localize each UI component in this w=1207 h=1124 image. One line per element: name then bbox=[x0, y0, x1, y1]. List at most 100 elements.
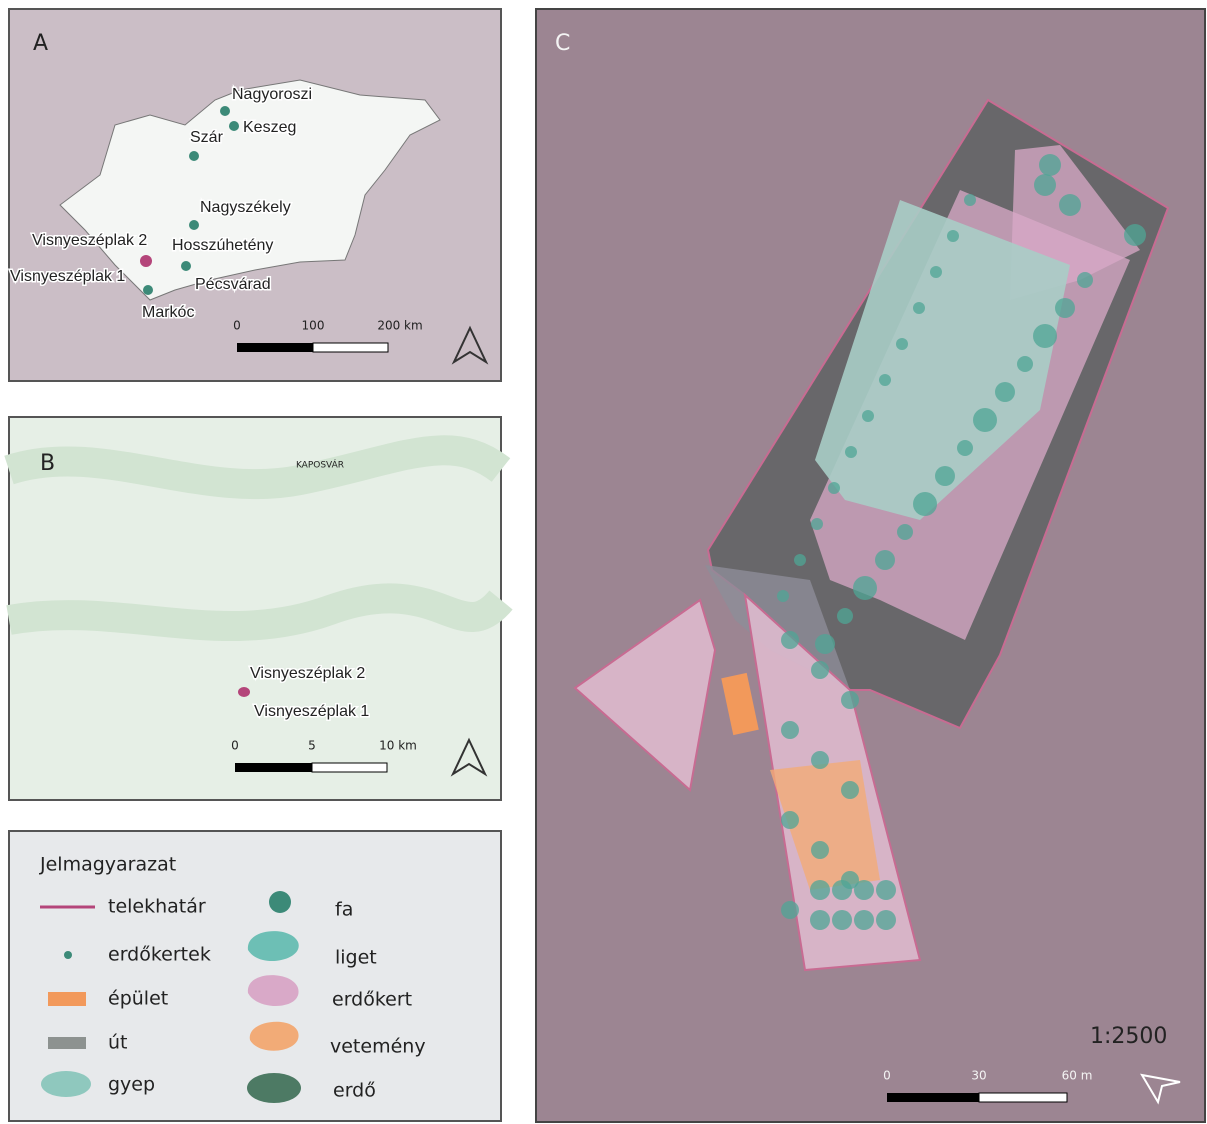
tree bbox=[1034, 174, 1056, 196]
tree bbox=[810, 910, 830, 930]
scale-bar bbox=[978, 1092, 1068, 1103]
legend-label: telekhatár bbox=[108, 896, 206, 918]
legend-label: erdő bbox=[333, 1080, 376, 1102]
legend-swatch bbox=[269, 891, 291, 913]
tree bbox=[862, 410, 874, 422]
tree bbox=[781, 721, 799, 739]
tree bbox=[913, 302, 925, 314]
trees bbox=[777, 154, 1146, 930]
place-label: Szár bbox=[190, 129, 224, 146]
country-outline bbox=[59, 79, 441, 301]
site-dot bbox=[189, 151, 199, 161]
tree bbox=[810, 880, 830, 900]
tree bbox=[832, 910, 852, 930]
scale-label: 5 bbox=[308, 739, 316, 753]
basemap-terrain bbox=[4, 435, 513, 642]
tree bbox=[781, 901, 799, 919]
tree bbox=[1055, 298, 1075, 318]
tree bbox=[815, 634, 835, 654]
site-dot bbox=[181, 261, 191, 271]
tree bbox=[995, 382, 1015, 402]
legend-swatch bbox=[249, 1021, 299, 1051]
legend-frame bbox=[8, 830, 502, 1122]
north-arrow bbox=[450, 737, 488, 777]
legend-label: erdőkert bbox=[332, 989, 412, 1011]
scale-label: 60 m bbox=[1062, 1069, 1093, 1083]
site-dot bbox=[220, 106, 230, 116]
place-label: Nagyszékely bbox=[200, 199, 291, 216]
tree bbox=[1059, 194, 1081, 216]
place-label: Nagyoroszi bbox=[232, 86, 312, 103]
tree bbox=[845, 446, 857, 458]
scale-label: 0 bbox=[233, 319, 241, 333]
scale-bar bbox=[887, 1093, 979, 1102]
tree bbox=[913, 492, 937, 516]
panel-label: A bbox=[33, 31, 48, 56]
legend-label: liget bbox=[335, 947, 377, 969]
tree bbox=[811, 751, 829, 769]
meadow bbox=[815, 200, 1070, 520]
tree bbox=[841, 781, 859, 799]
legend-swatch bbox=[247, 975, 299, 1006]
tree bbox=[794, 554, 806, 566]
tree bbox=[828, 482, 840, 494]
tree bbox=[854, 910, 874, 930]
tree bbox=[947, 230, 959, 242]
legend-swatch bbox=[64, 951, 72, 959]
legend-label: vetemény bbox=[330, 1036, 426, 1058]
legend-swatch bbox=[48, 992, 86, 1006]
site-dot bbox=[238, 687, 250, 697]
legend-label: gyep bbox=[108, 1074, 155, 1096]
tree bbox=[957, 440, 973, 456]
site-dot bbox=[189, 220, 199, 230]
legend-swatch bbox=[41, 1071, 91, 1097]
site-dot bbox=[140, 255, 152, 267]
tree bbox=[876, 910, 896, 930]
tree bbox=[811, 661, 829, 679]
legend-label: út bbox=[108, 1032, 128, 1054]
tree bbox=[811, 841, 829, 859]
tree bbox=[879, 374, 891, 386]
tree bbox=[897, 524, 913, 540]
tree bbox=[1017, 356, 1033, 372]
scale-bar bbox=[311, 762, 388, 773]
scale-bar bbox=[312, 342, 389, 353]
tree bbox=[875, 550, 895, 570]
tree bbox=[964, 194, 976, 206]
north-arrow bbox=[451, 325, 489, 365]
place-label: Visnyeszéplak 2 bbox=[32, 232, 147, 249]
scale-bar bbox=[237, 343, 313, 352]
scale-label: 200 km bbox=[377, 319, 422, 333]
scale-label: 30 bbox=[971, 1069, 986, 1083]
scale-label: 0 bbox=[883, 1069, 891, 1083]
tree bbox=[781, 811, 799, 829]
site-dot bbox=[229, 121, 239, 131]
legend-label: erdőkertek bbox=[108, 944, 211, 966]
parcel bbox=[573, 598, 717, 792]
tree bbox=[1033, 324, 1057, 348]
scale-bar bbox=[235, 763, 312, 772]
legend-swatch bbox=[48, 1037, 86, 1049]
tree bbox=[935, 466, 955, 486]
place-label: Keszeg bbox=[243, 119, 296, 136]
scale-label: 100 bbox=[302, 319, 325, 333]
scale-label: 0 bbox=[231, 739, 239, 753]
building bbox=[721, 672, 759, 736]
legend-title: Jelmagyarazat bbox=[39, 854, 176, 876]
tree bbox=[832, 880, 852, 900]
place-label: Hosszúhetény bbox=[172, 237, 273, 254]
tree bbox=[896, 338, 908, 350]
tree bbox=[973, 408, 997, 432]
scale-text: 1:2500 bbox=[1090, 1024, 1167, 1049]
tree bbox=[777, 590, 789, 602]
tree bbox=[1039, 154, 1061, 176]
tree bbox=[876, 880, 896, 900]
basemap-label: KAPOSVÁR bbox=[296, 459, 344, 471]
panel-label: C bbox=[555, 31, 570, 56]
tree bbox=[781, 631, 799, 649]
place-label: Visnyeszéplak 1 bbox=[10, 268, 125, 285]
tree bbox=[853, 576, 877, 600]
tree bbox=[811, 518, 823, 530]
